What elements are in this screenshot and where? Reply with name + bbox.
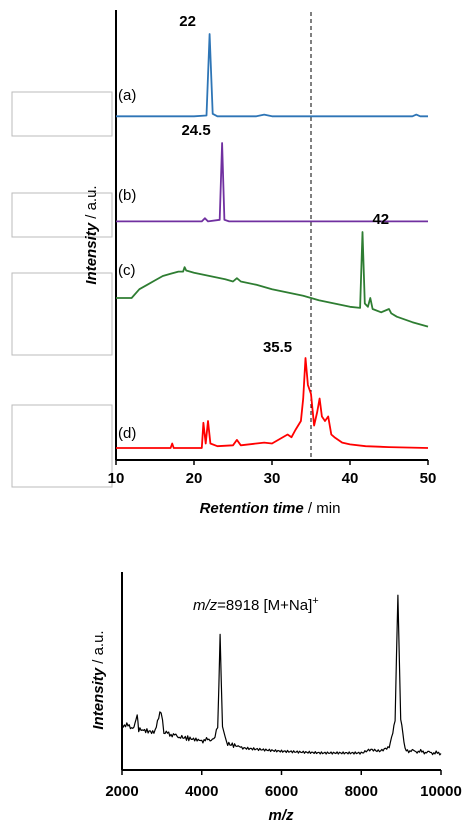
hplc-x-tick-label: 50 (420, 470, 437, 487)
hplc-x-tick-label: 20 (186, 470, 203, 487)
hplc-x-axis-label-main: Retention time (200, 500, 304, 517)
hplc-peak-label: 42 (372, 211, 389, 228)
ms-annotation-sup: + (312, 595, 318, 607)
ms-x-tick-label: 10000 (420, 783, 462, 800)
hplc-trace-label: (c) (118, 262, 136, 279)
placeholder-box-c (11, 272, 113, 356)
ms-x-tick-label: 2000 (105, 783, 138, 800)
hplc-y-axis-label: Intensity / a.u. (83, 185, 100, 284)
ms-x-tick-label: 8000 (345, 783, 378, 800)
ms-y-axis-label-main: Intensity (90, 667, 107, 729)
hplc-peak-label: 24.5 (181, 122, 210, 139)
hplc-x-tick-label: 30 (264, 470, 281, 487)
hplc-trace-label: (b) (118, 187, 136, 204)
hplc-y-axis-label-main: Intensity (83, 222, 100, 284)
hplc-chart: 10 20 30 40 50 (a) 22 (b) 24.5 (c) 42 (d) 35.5 Rete… (11, 10, 437, 517)
hplc-peak-label: 35.5 (263, 339, 292, 356)
hplc-traces (116, 33, 429, 449)
hplc-trace-label: (a) (118, 87, 136, 104)
hplc-x-ticks: 10 20 30 40 50 (108, 460, 437, 487)
ms-trace (121, 594, 442, 756)
hplc-x-tick-label: 10 (108, 470, 125, 487)
placeholder-box-a (11, 91, 113, 137)
hplc-x-tick-label: 40 (342, 470, 359, 487)
hplc-y-axis-label-unit: / a.u. (83, 185, 100, 223)
ms-annotation-text: =8918 [M+Na] (217, 597, 312, 614)
hplc-trace-d (116, 357, 429, 449)
ms-chart: 2000 4000 6000 8000 10000 m/z=8918 [M+Na]+ m… (90, 572, 462, 824)
ms-x-axis-label: m/z (268, 807, 294, 824)
ms-x-ticks: 2000 4000 6000 8000 10000 (105, 770, 462, 800)
ms-annotation: m/z=8918 [M+Na]+ (193, 595, 319, 614)
hplc-trace-b (116, 142, 428, 223)
ms-y-axis-label-unit: / a.u. (90, 630, 107, 668)
hplc-x-axis-label-unit: / min (304, 500, 341, 517)
placeholder-box-b (11, 192, 113, 238)
ms-x-tick-label: 6000 (265, 783, 298, 800)
hplc-labels: (a) 22 (b) 24.5 (c) 42 (d) 35.5 (118, 13, 389, 442)
ms-y-axis-label: Intensity / a.u. (90, 630, 107, 729)
hplc-peak-label: 22 (179, 13, 196, 30)
hplc-trace-c (116, 231, 429, 328)
placeholder-box-d (11, 404, 113, 488)
ms-trace-line (121, 594, 442, 756)
hplc-x-axis-label: Retention time / min (200, 500, 341, 517)
ms-x-tick-label: 4000 (185, 783, 218, 800)
hplc-trace-a (116, 33, 428, 118)
hplc-trace-label: (d) (118, 425, 136, 442)
ms-annotation-mz: m/z (193, 597, 218, 614)
